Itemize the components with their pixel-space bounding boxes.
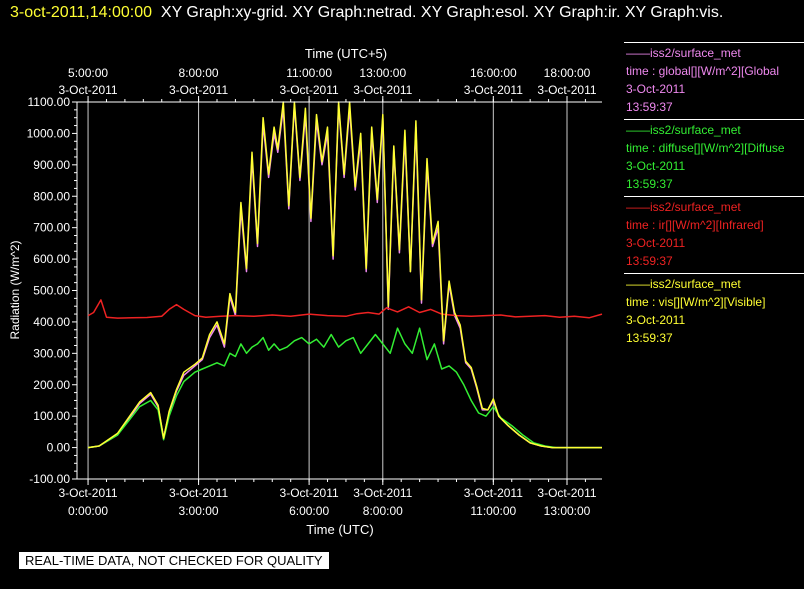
- legend-time: 13:59:37: [626, 100, 673, 114]
- quality-warning-banner: REAL-TIME DATA, NOT CHECKED FOR QUALITY: [19, 552, 329, 569]
- y-tick-label: 500.00: [33, 284, 70, 298]
- legend-variable: time : ir[][W/m^2][Infrared]: [626, 218, 764, 232]
- legend-source: ——iss2/surface_met: [626, 123, 741, 137]
- legend-date: 3-Oct-2011: [626, 313, 686, 327]
- x-top-tick-time: 16:00:00: [470, 66, 517, 80]
- title-graph-list: XY Graph:xy-grid. XY Graph:netrad. XY Gr…: [160, 4, 724, 21]
- x-top-tick-time: 18:00:00: [544, 66, 591, 80]
- y-tick-label: 200.00: [33, 378, 70, 392]
- x-tick-time: 13:00:00: [544, 504, 591, 518]
- y-tick-label: 700.00: [33, 221, 70, 235]
- legend-date: 3-Oct-2011: [626, 236, 686, 250]
- series-line-ir: [87, 299, 603, 319]
- x-top-tick-time: 8:00:00: [179, 66, 219, 80]
- x-tick-date: 3-Oct-2011: [58, 486, 117, 500]
- legend-variable: time : vis[][W/m^2][Visible]: [626, 295, 766, 309]
- x-top-tick-date: 3-Oct-2011: [58, 83, 117, 97]
- x-top-tick-date: 3-Oct-2011: [280, 83, 339, 97]
- series-line-vis: [87, 101, 602, 449]
- x-top-tick-date: 3-Oct-2011: [169, 83, 228, 97]
- series-line-diffuse: [87, 327, 602, 449]
- graph-title-bar: 3-oct-2011,14:00:00 XY Graph:xy-grid. XY…: [10, 2, 800, 24]
- y-tick-label: -100.00: [29, 472, 70, 486]
- y-tick-label: 800.00: [33, 189, 70, 203]
- legend-variable: time : global[][W/m^2][Global: [626, 64, 780, 78]
- y-tick-label: 300.00: [33, 346, 70, 360]
- x-tick-time: 3:00:00: [179, 504, 219, 518]
- legend-source: ——iss2/surface_met: [626, 200, 741, 214]
- legend-date: 3-Oct-2011: [626, 159, 686, 173]
- legend-source: ——iss2/surface_met: [626, 277, 741, 291]
- x-axis-title: Time (UTC): [306, 522, 373, 537]
- x-top-tick-date: 3-Oct-2011: [464, 83, 523, 97]
- x-tick-time: 6:00:00: [289, 504, 329, 518]
- legend-source: ——iss2/surface_met: [626, 46, 741, 60]
- x-top-tick-time: 5:00:00: [68, 66, 108, 80]
- legend-time: 13:59:37: [626, 331, 673, 345]
- y-tick-label: 0.00: [47, 441, 71, 455]
- x-tick-date: 3-Oct-2011: [280, 486, 339, 500]
- x-tick-time: 0:00:00: [68, 504, 108, 518]
- x-tick-date: 3-Oct-2011: [353, 486, 412, 500]
- x-top-tick-time: 11:00:00: [286, 66, 332, 80]
- legend-date: 3-Oct-2011: [626, 82, 686, 96]
- y-tick-label: 1000.00: [27, 126, 71, 140]
- y-tick-label: 400.00: [33, 315, 70, 329]
- y-tick-label: 600.00: [33, 252, 70, 266]
- legend-time: 13:59:37: [626, 254, 673, 268]
- legend-time: 13:59:37: [626, 177, 673, 191]
- y-axis-title: Radiation (W/m^2): [8, 241, 22, 340]
- x-tick-time: 8:00:00: [363, 504, 403, 518]
- x-top-tick-time: 13:00:00: [359, 66, 406, 80]
- x-top-tick-date: 3-Oct-2011: [537, 83, 596, 97]
- y-tick-label: 1100.00: [28, 95, 71, 109]
- x-top-axis-title: Time (UTC+5): [305, 46, 387, 61]
- x-tick-date: 3-Oct-2011: [169, 486, 228, 500]
- x-tick-time: 11:00:00: [470, 504, 516, 518]
- legend-variable: time : diffuse[][W/m^2][Diffuse: [626, 141, 785, 155]
- y-tick-label: 900.00: [33, 158, 70, 172]
- title-timestamp: 3-oct-2011,14:00:00: [10, 4, 153, 21]
- x-tick-date: 3-Oct-2011: [464, 486, 523, 500]
- x-tick-date: 3-Oct-2011: [537, 486, 596, 500]
- y-tick-label: 100.00: [33, 409, 70, 423]
- x-top-tick-date: 3-Oct-2011: [353, 83, 412, 97]
